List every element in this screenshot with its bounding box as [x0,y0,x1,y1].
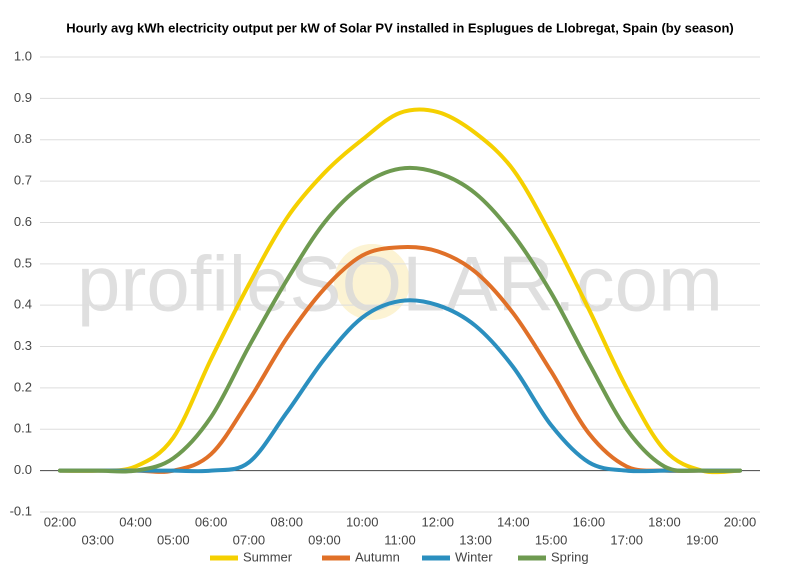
y-tick-label: 0.4 [14,297,32,312]
series-line [58,107,742,475]
series-line [58,165,742,474]
x-tick-label: 18:00 [648,514,681,529]
chart-title: Hourly avg kWh electricity output per kW… [66,20,733,35]
y-tick-label: 1.0 [14,48,32,63]
y-tick-label: 0.5 [14,255,32,270]
x-tick-label: 06:00 [195,514,228,529]
y-tick-label: 0.0 [14,462,32,477]
x-tick-label: 08:00 [270,514,303,529]
x-tick-label: 11:00 [384,532,416,547]
x-tick-label: 13:00 [459,532,492,547]
watermark: profileSOLAR.com [77,240,723,328]
x-tick-label: 04:00 [119,514,152,529]
y-tick-label: 0.7 [14,173,32,188]
x-tick-label: 20:00 [724,514,757,529]
legend-label: Spring [551,549,589,564]
x-tick-label: 03:00 [82,532,115,547]
x-tick-label: 05:00 [157,532,190,547]
x-tick-label: 02:00 [44,514,77,529]
y-tick-label: 0.1 [14,421,32,436]
series-line [58,298,742,474]
x-tick-label: 10:00 [346,514,379,529]
x-tick-label: 07:00 [233,532,266,547]
y-tick-label: -0.1 [10,503,32,518]
legend-label: Autumn [355,549,400,564]
y-tick-label: 0.3 [14,338,32,353]
y-tick-label: 0.8 [14,131,32,146]
legend-label: Summer [243,549,293,564]
x-tick-label: 12:00 [422,514,455,529]
y-tick-label: 0.2 [14,379,32,394]
x-tick-label: 17:00 [610,532,643,547]
x-tick-label: 14:00 [497,514,530,529]
legend-label: Winter [455,549,493,564]
x-tick-label: 15:00 [535,532,568,547]
x-tick-label: 09:00 [308,532,341,547]
x-tick-label: 19:00 [686,532,719,547]
y-tick-label: 0.6 [14,214,32,229]
x-tick-label: 16:00 [573,514,606,529]
y-tick-label: 0.9 [14,90,32,105]
